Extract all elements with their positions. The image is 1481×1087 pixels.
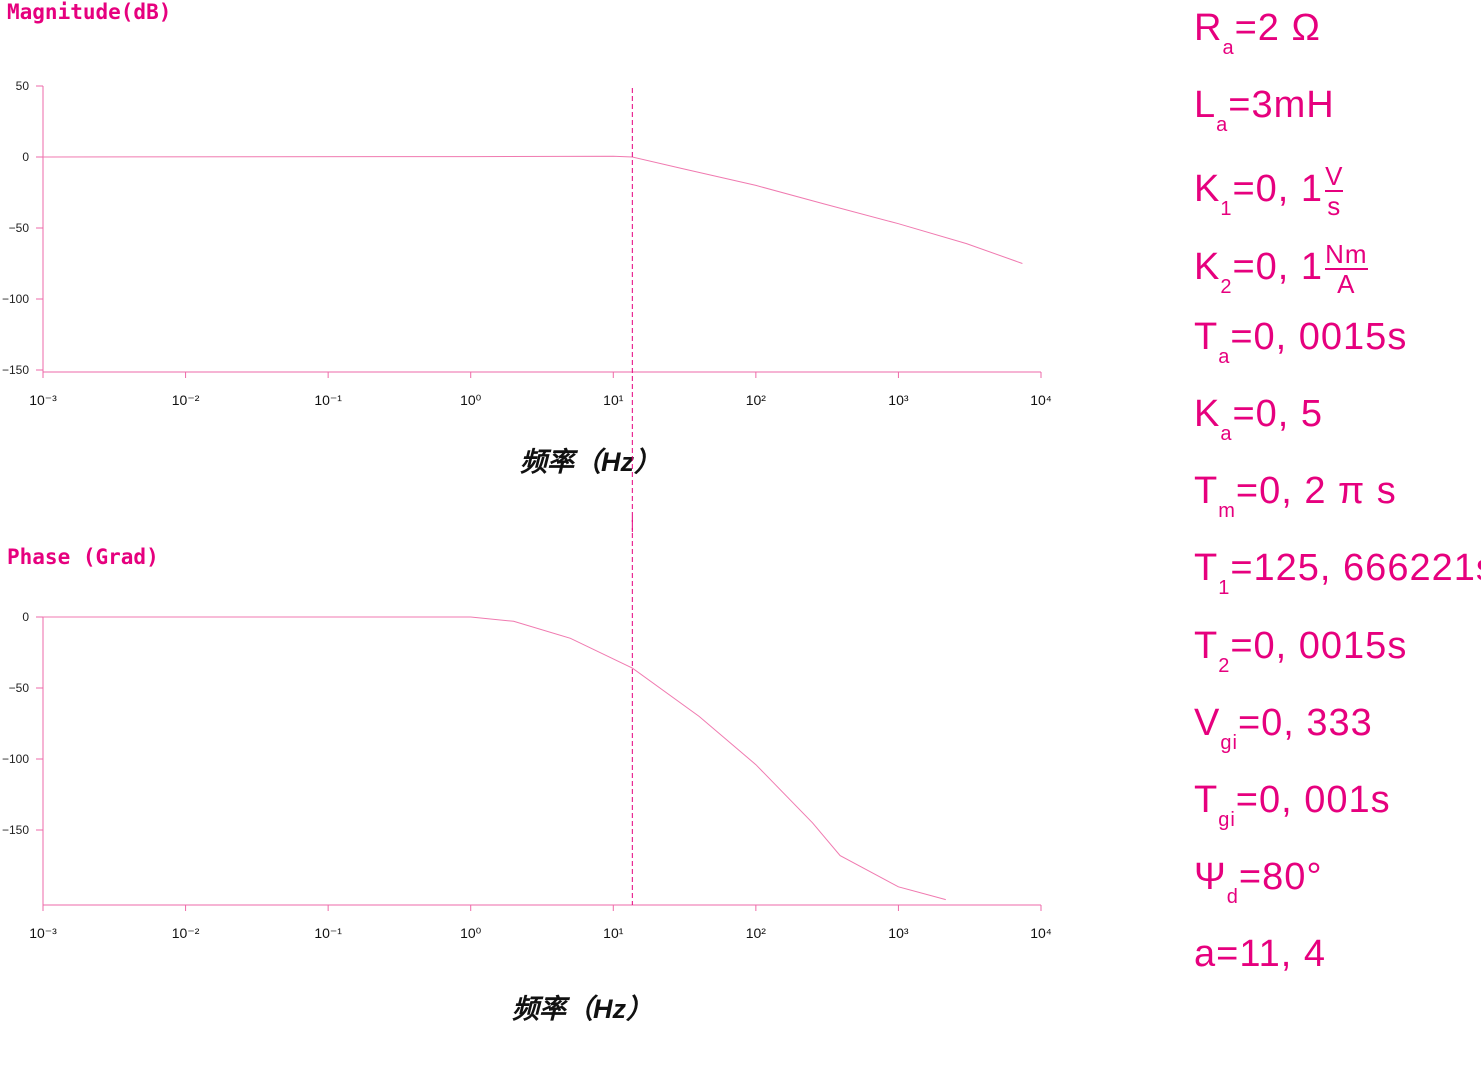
param-value: =0, 0015s	[1230, 315, 1408, 358]
param-subscript: gi	[1218, 809, 1236, 831]
param-value: =0, 001s	[1235, 779, 1391, 821]
x-tick-label: 10⁻³	[29, 392, 57, 408]
x-tick-label: 10²	[746, 392, 767, 408]
param-subscript: a	[1222, 37, 1235, 59]
y-tick-label: −150	[2, 823, 29, 837]
param-symbol: R	[1194, 7, 1223, 49]
magnitude-title: Magnitude(dB)	[7, 0, 172, 24]
param-symbol: K	[1194, 393, 1221, 435]
phase-x-axis-label: 频率（Hz）	[512, 994, 653, 1024]
param-value: =80°	[1238, 856, 1323, 899]
magnitude-x-axis-label: 频率（Hz）	[520, 447, 661, 477]
y-tick-label: 0	[22, 150, 29, 164]
x-tick-label: 10⁴	[1030, 392, 1052, 408]
x-tick-label: 10⁰	[460, 925, 482, 941]
bode-plot: 50 0 −50 −100 −150 10⁻³ 10⁻² 10⁻¹ 10⁰ 10¹ 10² 10³ 10…	[2, 79, 1052, 941]
param-symbol: T	[1194, 547, 1219, 590]
param-symbol: K	[1194, 168, 1221, 211]
param-symbol: T	[1194, 624, 1219, 667]
x-tick-label: 10⁴	[1030, 925, 1052, 941]
param-value: =2 Ω	[1234, 7, 1321, 49]
param-subscript: 2	[1220, 275, 1233, 298]
phase-curve	[43, 616, 946, 901]
param-symbol: V	[1194, 701, 1221, 744]
unit-denominator: s	[1327, 191, 1342, 222]
y-tick-label: −100	[2, 292, 29, 306]
y-tick-label: −100	[2, 752, 29, 766]
x-tick-label: 10³	[888, 925, 909, 941]
parameter-item: Vgi=0, 333	[1194, 703, 1373, 763]
parameter-item: Ka=0, 5	[1194, 394, 1323, 454]
parameter-item: K2=0, 1 Nm A	[1194, 240, 1368, 307]
param-value: =125, 666221s	[1230, 547, 1481, 590]
y-tick-label: 0	[22, 610, 29, 624]
x-tick-label: 10⁻³	[29, 925, 57, 941]
param-value: =3mH	[1228, 84, 1335, 127]
param-value: =0, 1	[1232, 168, 1324, 211]
y-tick-label: −50	[9, 681, 30, 695]
x-tick-label: 10⁻²	[172, 925, 200, 941]
param-subscript: d	[1226, 886, 1239, 909]
param-symbol: T	[1194, 779, 1219, 821]
x-tick-label: 10²	[746, 925, 767, 941]
param-subscript: m	[1218, 500, 1236, 523]
parameter-item: Ra=2 Ω	[1194, 8, 1321, 68]
param-subscript: a	[1220, 423, 1233, 445]
parameter-item: Ta=0, 0015s	[1194, 317, 1407, 377]
parameter-item: Tgi=0, 001s	[1194, 780, 1391, 840]
param-value: =0, 1	[1232, 245, 1324, 288]
param-subscript: a	[1216, 114, 1229, 137]
param-symbol: Ψ	[1194, 856, 1227, 899]
x-tick-label: 10⁻²	[172, 392, 200, 408]
parameter-item: T2=0, 0015s	[1194, 626, 1407, 686]
param-value: =0, 333	[1237, 701, 1373, 744]
x-tick-label: 10¹	[603, 925, 624, 941]
parameter-item: La=3mH	[1194, 85, 1335, 145]
param-symbol: a=11, 4	[1194, 933, 1327, 976]
param-symbol: K	[1194, 245, 1221, 288]
param-symbol: T	[1194, 470, 1219, 513]
param-unit-fraction: Nm A	[1325, 238, 1368, 299]
x-tick-label: 10⁰	[460, 392, 482, 408]
param-value: =0, 5	[1232, 393, 1324, 435]
unit-denominator: A	[1337, 268, 1356, 299]
parameter-item: Ψd=80°	[1194, 857, 1323, 917]
parameter-item: a=11, 4	[1194, 934, 1326, 974]
param-value: =0, 2 π s	[1235, 470, 1397, 513]
parameter-item: Tm=0, 2 π s	[1194, 471, 1397, 531]
param-symbol: L	[1194, 84, 1217, 127]
x-tick-label: 10³	[888, 392, 909, 408]
param-subscript: 2	[1218, 654, 1231, 677]
param-value: =0, 0015s	[1230, 624, 1408, 667]
x-tick-label: 10⁻¹	[314, 392, 342, 408]
phase-title: Phase (Grad)	[7, 545, 159, 569]
unit-numerator: V	[1325, 161, 1344, 193]
magnitude-curve	[42, 155, 1023, 264]
x-tick-label: 10⁻¹	[314, 925, 342, 941]
x-tick-label: 10¹	[603, 392, 624, 408]
param-symbol: T	[1194, 315, 1219, 358]
param-subscript: a	[1218, 345, 1231, 368]
parameter-item: T1=125, 666221s	[1194, 548, 1481, 608]
param-subscript: 1	[1218, 577, 1231, 600]
y-tick-label: −50	[9, 221, 30, 235]
param-subscript: gi	[1220, 731, 1238, 754]
unit-numerator: Nm	[1325, 238, 1368, 270]
y-tick-label: −150	[2, 363, 29, 377]
param-subscript: 1	[1220, 198, 1233, 221]
y-tick-label: 50	[16, 79, 30, 93]
